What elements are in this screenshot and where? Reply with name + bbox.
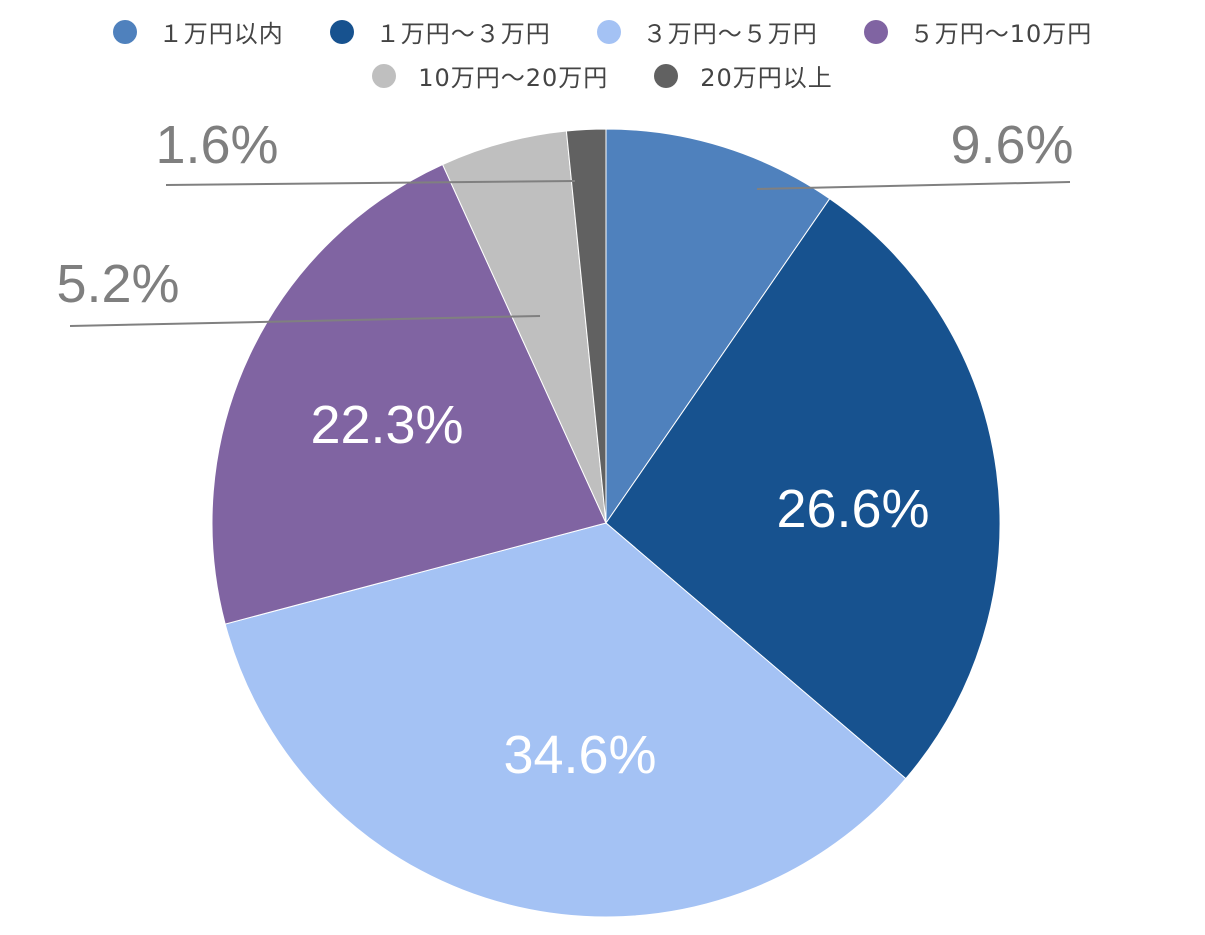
legend-item: 20万円以上 — [654, 58, 833, 93]
data-label: 9.6% — [950, 115, 1073, 175]
legend-label: 10万円～20万円 — [418, 64, 609, 92]
leader-line — [69, 315, 541, 327]
data-label: 22.3% — [310, 395, 463, 455]
legend-label: ５万円～10万円 — [909, 20, 1093, 48]
leader-line — [756, 181, 1071, 190]
data-label: 1.6% — [155, 115, 278, 175]
legend-swatch — [112, 19, 137, 44]
data-label: 26.6% — [776, 479, 929, 539]
pie-slice — [605, 197, 1001, 780]
pie-slice — [565, 128, 607, 524]
pie-slice — [211, 163, 607, 625]
legend-label: １万円以内 — [158, 20, 284, 48]
legend-label: 20万円以上 — [700, 64, 833, 92]
data-label: 5.2% — [56, 254, 179, 314]
legend-swatch — [372, 63, 397, 88]
legend-swatch — [654, 63, 679, 88]
legend-label: １万円～３万円 — [375, 20, 551, 48]
legend-row-1: １万円以内 １万円～３万円 ３万円～５万円 ５万円～10万円 — [0, 14, 1205, 49]
legend-swatch — [329, 19, 354, 44]
legend-item: １万円～３万円 — [329, 14, 551, 49]
legend-row-2: 10万円～20万円 20万円以上 — [0, 58, 1205, 93]
data-label: 34.6% — [503, 725, 656, 785]
leader-line — [165, 180, 576, 186]
pie-slice — [224, 522, 907, 918]
legend-swatch — [596, 19, 621, 44]
legend-label: ３万円～５万円 — [642, 20, 818, 48]
legend-item: ５万円～10万円 — [863, 14, 1093, 49]
legend-swatch — [863, 19, 888, 44]
legend-item: １万円以内 — [112, 14, 284, 49]
legend-item: ３万円～５万円 — [596, 14, 818, 49]
legend-item: 10万円～20万円 — [372, 58, 608, 93]
